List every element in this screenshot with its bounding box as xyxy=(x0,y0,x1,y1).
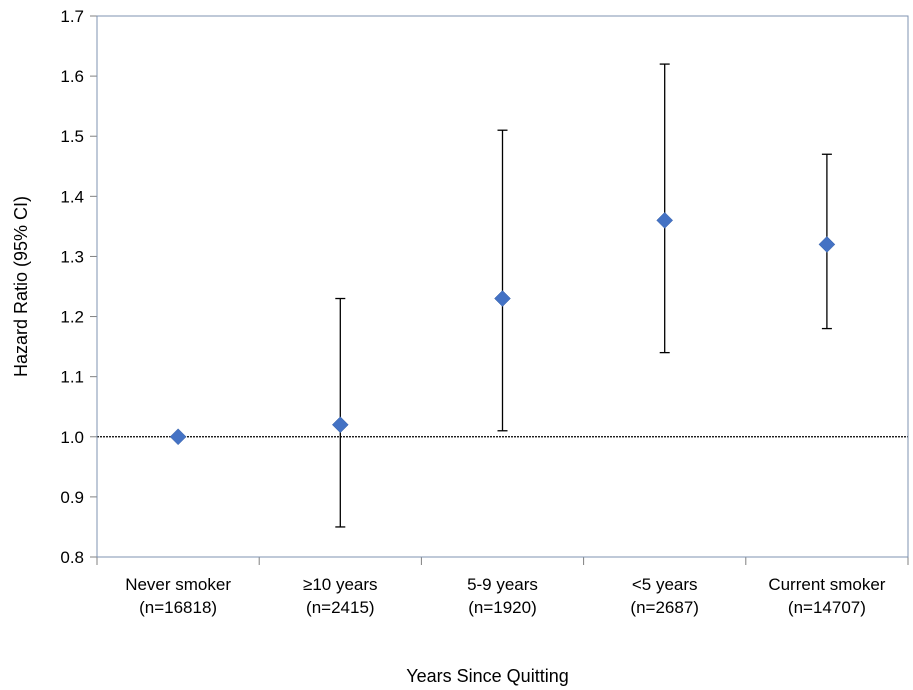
hazard-ratio-marker xyxy=(818,236,836,253)
y-tick-label: 0.9 xyxy=(60,488,84,507)
data-markers xyxy=(169,212,836,446)
x-category-count: (n=2687) xyxy=(630,598,699,617)
x-category-label: 5-9 years xyxy=(467,575,538,594)
x-category-label: Current smoker xyxy=(768,575,885,594)
x-category-count: (n=2415) xyxy=(306,598,375,617)
x-category-label: ≥10 years xyxy=(303,575,378,594)
y-axis-ticks: 0.8 0.9 1.0 1.1 1.2 1.3 1.4 1.5 1.6 1.7 xyxy=(60,7,97,567)
plot-area-border xyxy=(96,15,909,558)
x-category-count: (n=16818) xyxy=(139,598,217,617)
x-axis-ticks: Never smoker (n=16818) ≥10 years (n=2415) 5-… xyxy=(96,557,909,617)
y-tick-label: 1.1 xyxy=(60,368,84,387)
y-tick-label: 1.6 xyxy=(60,67,84,86)
hazard-ratio-marker xyxy=(494,290,511,307)
hazard-ratio-marker xyxy=(656,212,674,229)
x-category-label: Never smoker xyxy=(125,575,231,594)
y-tick-label: 0.8 xyxy=(60,548,84,567)
x-category-count: (n=14707) xyxy=(788,598,866,617)
x-category-count: (n=1920) xyxy=(468,598,537,617)
error-bars xyxy=(335,63,832,528)
hazard-ratio-marker xyxy=(331,416,349,434)
y-tick-label: 1.0 xyxy=(60,428,84,447)
y-tick-label: 1.5 xyxy=(60,127,84,146)
x-axis-title: Years Since Quitting xyxy=(406,666,568,686)
x-category-label: <5 years xyxy=(632,575,698,594)
y-tick-label: 1.2 xyxy=(60,308,84,327)
y-tick-label: 1.3 xyxy=(60,247,84,266)
y-tick-label: 1.7 xyxy=(60,7,84,26)
y-tick-label: 1.4 xyxy=(60,187,84,206)
hazard-ratio-marker xyxy=(169,428,187,446)
y-axis-title: Hazard Ratio (95% CI) xyxy=(11,196,31,377)
